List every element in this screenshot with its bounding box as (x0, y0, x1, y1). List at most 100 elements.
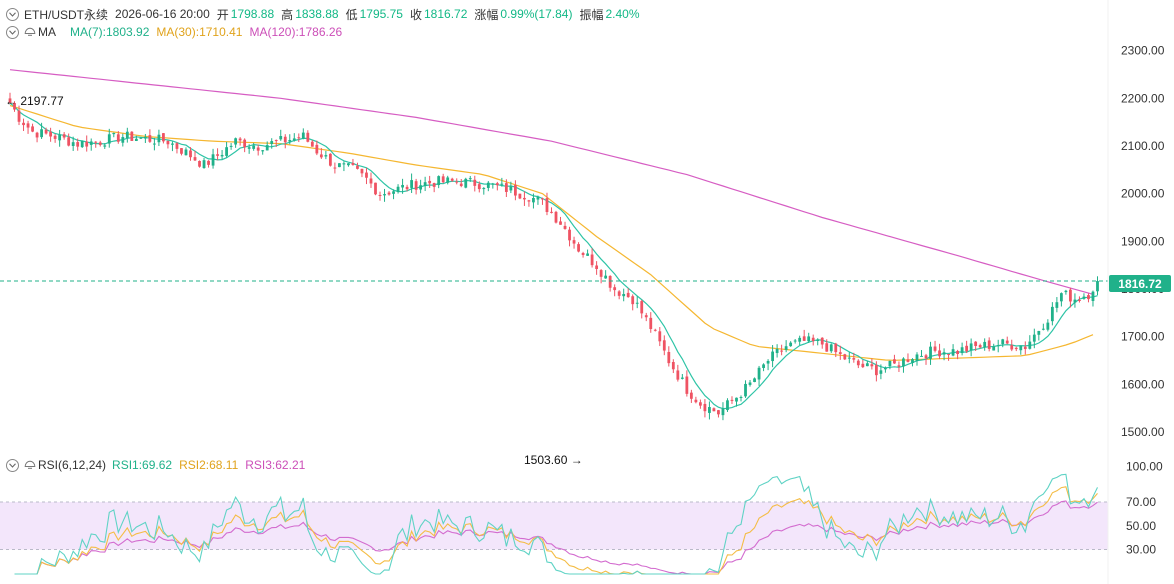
candle (347, 163, 350, 166)
candle (410, 180, 414, 188)
candle (843, 354, 847, 360)
candle (942, 352, 946, 355)
candle (816, 339, 820, 342)
rsi2-line (14, 486, 1098, 575)
price-tick-label: 2200.00 (1121, 91, 1165, 105)
close-label: 收 (409, 7, 422, 22)
candle (631, 296, 635, 305)
candle (216, 154, 219, 156)
candle (929, 346, 932, 359)
candle (396, 186, 400, 192)
candle (698, 402, 702, 406)
candle (775, 348, 779, 354)
candle (8, 98, 12, 104)
candle (978, 345, 982, 348)
candle (459, 183, 463, 187)
candle (243, 139, 247, 148)
candle (1050, 306, 1054, 322)
candle (265, 145, 269, 151)
candle (333, 167, 337, 169)
candle (581, 253, 585, 255)
rsi2-label: RSI2:68.11 (179, 458, 239, 472)
candle (509, 186, 513, 191)
candle (116, 134, 120, 142)
candle (495, 183, 499, 186)
candle (423, 182, 427, 187)
candle (870, 364, 874, 367)
candle (902, 358, 905, 367)
low-price-annotation: 1503.60 → (524, 453, 583, 467)
collapse-toggle-icon[interactable] (6, 458, 19, 472)
candle (369, 178, 373, 184)
candle (721, 408, 725, 416)
change-value: 0.99%(17.84) (500, 7, 573, 21)
candle (1073, 299, 1077, 303)
candle (1082, 296, 1086, 299)
candle (504, 183, 508, 192)
candle (446, 177, 450, 183)
candle (103, 145, 107, 147)
candle (374, 182, 377, 195)
candle (166, 140, 170, 145)
high-value: 1838.88 (295, 7, 339, 21)
open-label: 开 (216, 7, 229, 22)
candle (671, 362, 675, 370)
candle (1091, 291, 1095, 301)
rsi-tick-label: 100.00 (1126, 459, 1163, 473)
candle (482, 188, 486, 190)
candle (518, 193, 522, 199)
candle (1005, 340, 1009, 344)
candle (130, 131, 134, 141)
candle (26, 123, 30, 128)
candle (328, 153, 332, 166)
candle (1046, 322, 1050, 330)
candle (279, 136, 283, 140)
candle (550, 211, 553, 213)
collapse-toggle-icon[interactable] (6, 25, 19, 39)
candle (974, 341, 978, 347)
candle (324, 155, 328, 157)
candle (274, 140, 278, 142)
candle (649, 317, 653, 329)
candle (405, 186, 409, 190)
candle (947, 354, 950, 356)
candle (1028, 341, 1032, 349)
eye-icon[interactable] (24, 460, 36, 470)
candle (139, 137, 143, 139)
candle (911, 359, 914, 363)
price-tick-label: 2300.00 (1121, 44, 1165, 58)
candle (987, 340, 991, 349)
candle (107, 134, 111, 144)
candle (726, 400, 729, 411)
candle (951, 349, 955, 356)
collapse-toggle-icon[interactable] (6, 7, 19, 21)
candle (94, 141, 98, 143)
candle (238, 138, 242, 141)
eye-icon[interactable] (24, 27, 36, 37)
candle (1001, 339, 1005, 345)
candle (383, 194, 386, 196)
candle (76, 142, 80, 147)
candle (80, 141, 84, 148)
candle (171, 143, 174, 145)
candle (432, 182, 436, 187)
candle (757, 367, 761, 380)
right-arrow-icon: → (570, 453, 583, 467)
candle (617, 291, 621, 296)
candle (586, 253, 589, 256)
rsi1-label: RSI1:69.62 (112, 458, 173, 472)
candle (811, 337, 815, 342)
amplitude-label: 振幅 (579, 7, 604, 22)
candle (689, 392, 693, 399)
ma7-line (9, 102, 1098, 410)
candle (356, 165, 359, 169)
candle (662, 340, 666, 351)
candle (31, 126, 34, 132)
candle (897, 365, 901, 367)
candle (1096, 281, 1099, 292)
candle (753, 378, 756, 383)
candle (198, 160, 201, 167)
candle (717, 410, 720, 415)
candle (351, 163, 355, 165)
